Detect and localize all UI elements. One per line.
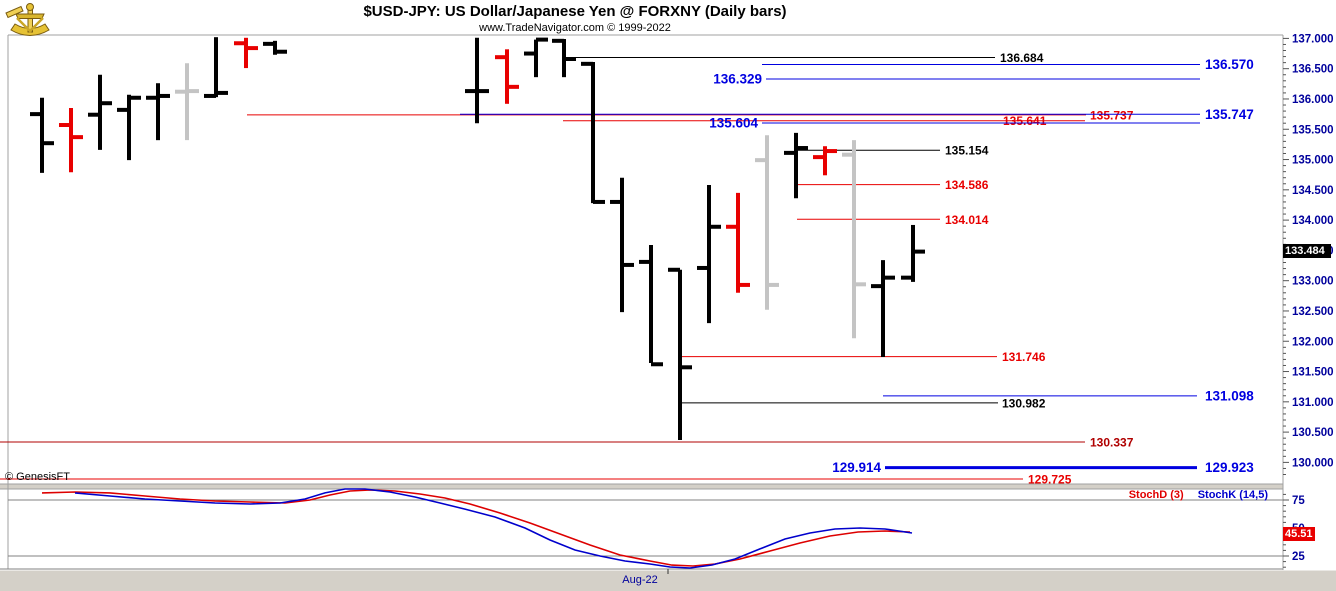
ohlc-bar [146,83,170,141]
stoch-k-legend-label: StochK (14,5) [1197,489,1268,501]
price-level-label: 135.737 [1090,108,1134,122]
ohlc-bar [175,63,199,141]
ohlc-bar [581,61,605,204]
ohlc-bar [813,146,837,176]
price-axis-label: 130.500 [1292,427,1334,439]
price-axis-label: 137.000 [1292,33,1334,45]
stoch-d-curve [41,489,911,567]
ohlc-bar [465,37,489,124]
ohlc-bar [204,37,228,98]
genesis-copyright: © GenesisFT [5,471,70,483]
ohlc-bar [30,97,54,173]
current-price-badge: 133.484 [1283,244,1331,258]
price-level-label: 129.914 [832,460,881,475]
chart-subtitle: www.TradeNavigator.com © 1999-2022 [479,22,671,34]
ohlc-bar [755,135,779,310]
ohlc-bar [88,74,112,150]
price-level-label: 135.641 [1003,114,1047,128]
price-level-label: 130.982 [1002,396,1046,410]
stoch-axis-label: 75 [1292,495,1305,507]
ohlc-bar [901,224,925,282]
ohlc-bar [59,108,83,173]
chart-title: $USD-JPY: US Dollar/Japanese Yen @ FORXN… [363,3,787,20]
current-stoch-badge: 45.51 [1283,527,1315,541]
price-axis-label: 132.000 [1292,336,1334,348]
ohlc-bar [639,244,663,367]
price-axis-label: 134.000 [1292,215,1334,227]
price-level-label: 136.684 [1000,51,1044,65]
ohlc-bar [495,49,519,104]
ohlc-bar [784,132,808,199]
price-axis-label: 136.500 [1292,64,1334,76]
price-axis-label: 131.500 [1292,367,1334,379]
price-axis-label: 131.000 [1292,397,1334,409]
ohlc-bar [871,260,895,357]
ohlc-bar [726,192,750,293]
price-axis-label: 132.500 [1292,306,1334,318]
ohlc-bar [234,37,258,69]
stoch-axis-label: 25 [1292,551,1305,563]
ohlc-bar [552,38,576,78]
price-level-label: 135.604 [709,115,758,130]
price-level-label: 134.014 [945,213,989,227]
stoch-d-legend-label: StochD (3) [1128,489,1184,501]
price-level-label: 129.923 [1205,460,1254,475]
price-level-label: 134.586 [945,178,989,192]
stoch-k-curve [74,488,913,569]
ohlc-bar [263,40,287,55]
ohlc-bar [697,184,721,324]
price-axis-label: 130.000 [1292,457,1334,469]
price-axis-label: 134.500 [1292,185,1334,197]
date-axis-band [0,570,1336,591]
price-level-label: 136.570 [1205,57,1254,72]
x-axis-date-label: Aug-22 [622,574,658,586]
price-level-label: 130.337 [1090,435,1134,449]
ohlc-bar [842,140,866,339]
price-level-label: 135.154 [945,144,989,158]
price-level-label: 131.098 [1205,388,1254,403]
price-level-label: 135.747 [1205,107,1254,122]
ohlc-bar [610,177,634,313]
ohlc-bar [668,267,692,440]
price-axis-label: 135.000 [1292,155,1334,167]
price-level-label: 136.329 [713,72,762,87]
price-axis-label: 135.500 [1292,124,1334,136]
price-axis-label: 136.000 [1292,94,1334,106]
price-level-label: 129.725 [1028,473,1072,487]
price-axis-label: 133.000 [1292,276,1334,288]
panel-divider-band [0,484,1283,489]
ohlc-bar [117,94,141,161]
price-level-label: 131.746 [1002,350,1046,364]
ohlc-bar [524,37,548,78]
trade-navigator-sextant-logo [5,3,50,36]
stoch-legend: StochD (3) StochK (14,5) [0,489,1268,501]
